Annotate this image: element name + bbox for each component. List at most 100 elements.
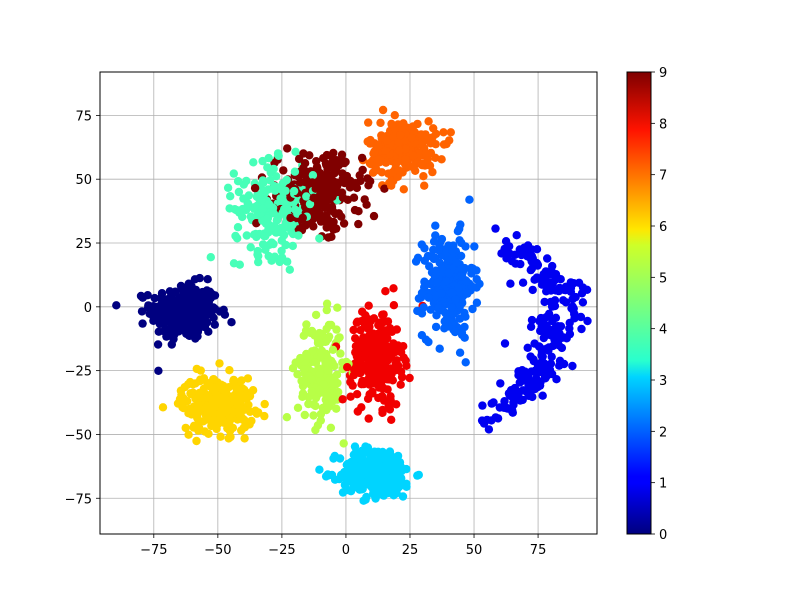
scatter-point <box>192 364 201 374</box>
scatter-point <box>350 205 360 215</box>
scatter-point <box>455 348 465 357</box>
scatter-point <box>216 408 225 417</box>
scatter-point <box>371 164 380 173</box>
scatter-point <box>319 154 328 163</box>
scatter-point <box>369 149 378 158</box>
scatter-point <box>334 334 343 343</box>
scatter-point <box>389 491 398 500</box>
scatter-point <box>399 353 408 362</box>
scatter-point <box>204 392 213 401</box>
scatter-point <box>417 331 427 340</box>
scatter-point <box>309 193 318 202</box>
scatter-point <box>392 158 402 167</box>
scatter-point <box>357 380 366 389</box>
scatter-point <box>362 492 371 502</box>
scatter-point <box>325 204 335 214</box>
scatter-point <box>421 130 430 139</box>
scatter-point <box>272 172 281 181</box>
scatter-point <box>222 384 232 393</box>
x-tick-label: 25 <box>402 543 419 558</box>
scatter-point <box>529 355 538 364</box>
scatter-point <box>356 477 366 486</box>
scatter-point <box>237 426 246 435</box>
scatter-point <box>548 316 557 326</box>
scatter-point <box>215 359 224 368</box>
scatter-point <box>183 397 192 406</box>
scatter-point <box>521 375 531 384</box>
scatter-point <box>378 384 387 393</box>
scatter-point <box>389 301 399 310</box>
scatter-point <box>390 111 399 120</box>
scatter-point <box>291 147 300 156</box>
colorbar-tick-label: 6 <box>659 220 667 235</box>
scatter-point <box>206 253 215 262</box>
scatter-point <box>324 320 334 330</box>
scatter-point <box>263 163 272 172</box>
scatter-point <box>112 301 121 310</box>
scatter-point <box>238 212 247 222</box>
scatter-point <box>204 429 213 438</box>
scatter-point <box>437 234 447 244</box>
scatter-point <box>489 398 498 407</box>
scatter-point <box>162 332 171 341</box>
scatter-point <box>379 310 388 319</box>
scatter-point <box>335 454 345 463</box>
scatter-point <box>204 327 213 336</box>
scatter-point <box>547 352 556 361</box>
scatter-point <box>546 297 555 307</box>
scatter-point <box>356 326 365 335</box>
scatter-point <box>393 463 402 472</box>
scatter-point <box>387 415 396 424</box>
scatter-point <box>305 199 315 209</box>
scatter-point <box>195 388 204 398</box>
scatter-point <box>293 403 303 412</box>
scatter-point <box>380 184 389 193</box>
colorbar-tick-label: 0 <box>659 528 667 543</box>
scatter-point <box>225 204 234 213</box>
scatter-point <box>264 199 274 209</box>
scatter-point <box>229 169 238 178</box>
scatter-point <box>441 277 451 286</box>
scatter-point <box>157 292 167 301</box>
scatter-point <box>446 128 455 137</box>
scatter-point <box>346 459 355 469</box>
scatter-point <box>351 334 360 343</box>
scatter-point <box>420 181 429 190</box>
scatter-point <box>414 470 423 480</box>
scatter-point <box>198 287 207 297</box>
scatter-point <box>506 279 515 288</box>
scatter-point <box>368 389 377 398</box>
scatter-point <box>329 373 338 382</box>
scatter-point <box>280 223 290 232</box>
scatter-point <box>336 349 345 358</box>
scatter-point <box>405 373 414 383</box>
scatter-point <box>329 157 339 167</box>
scatter-point <box>518 366 527 375</box>
scatter-point <box>277 246 286 256</box>
scatter-point <box>447 303 456 312</box>
scatter-point <box>156 302 165 312</box>
scatter-point <box>351 348 360 357</box>
scatter-point <box>223 183 233 192</box>
scatter-point <box>260 399 269 409</box>
scatter-point <box>333 303 342 312</box>
scatter-point <box>172 326 181 335</box>
scatter-point <box>138 293 147 302</box>
scatter-point <box>242 176 251 186</box>
scatter-point <box>298 213 307 223</box>
scatter-point <box>409 151 418 161</box>
scatter-point <box>231 231 240 241</box>
y-tick-label: 25 <box>75 237 92 252</box>
scatter-point <box>347 473 357 482</box>
scatter-point <box>413 253 423 262</box>
scatter-point <box>264 153 273 163</box>
scatter-point <box>227 318 236 327</box>
scatter-point <box>311 184 320 193</box>
colorbar-tick-label: 1 <box>659 477 667 492</box>
scatter-point <box>307 326 317 336</box>
scatter-point <box>381 146 390 155</box>
scatter-point <box>424 337 433 347</box>
scatter-point <box>280 207 289 216</box>
scatter-point <box>417 309 427 318</box>
scatter-point <box>194 399 203 409</box>
